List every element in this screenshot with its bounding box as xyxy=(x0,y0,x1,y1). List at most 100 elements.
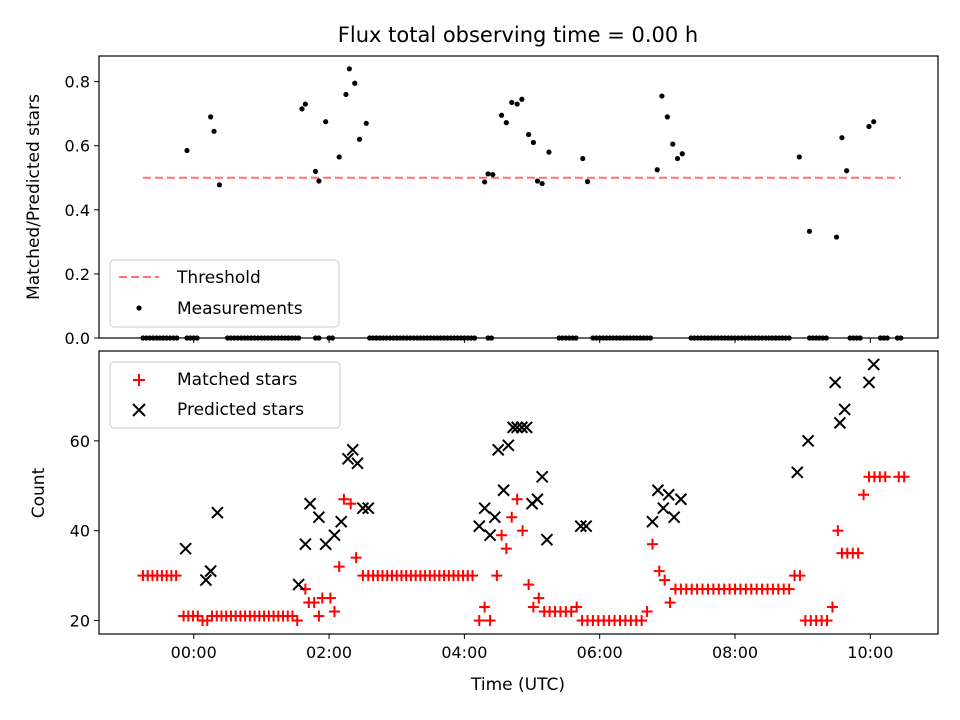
matched-point xyxy=(523,579,535,591)
measurement-point xyxy=(356,136,363,142)
predicted-point xyxy=(506,421,520,434)
predicted-point xyxy=(179,542,192,555)
predicted-point xyxy=(351,457,364,470)
measurement-point xyxy=(509,99,515,106)
measurement-point xyxy=(654,167,660,173)
predicted-point xyxy=(478,502,491,515)
measurement-point xyxy=(211,128,217,134)
matched-point xyxy=(879,471,891,483)
matched-point xyxy=(664,597,676,609)
measurement-point xyxy=(659,93,665,99)
measurement-point xyxy=(844,168,850,174)
matched-point xyxy=(636,615,648,627)
measurement-point xyxy=(343,91,349,98)
count-y-axis-label: Count xyxy=(29,467,49,518)
measurement-point xyxy=(530,139,536,146)
matched-point xyxy=(491,570,503,582)
measurement-point xyxy=(485,171,491,177)
predicted-point xyxy=(473,519,486,533)
measurement-point xyxy=(498,112,505,118)
matched-point xyxy=(832,525,844,537)
matched-point xyxy=(527,601,539,613)
matched-point xyxy=(506,511,518,523)
measurement-point xyxy=(208,114,214,120)
measurement-point xyxy=(546,149,552,155)
count-y-tick-label: 40 xyxy=(70,522,90,541)
count-panel: 20 40 60 00:00 02:00 04:00 06:00 08:00 10:00 Co… xyxy=(29,350,939,695)
predicted-point xyxy=(531,493,544,506)
predicted-point xyxy=(312,510,326,524)
ratio-legend: Threshold Measurements xyxy=(109,259,340,328)
measurement-point xyxy=(323,119,329,125)
measurement-point xyxy=(519,96,525,102)
matched-point xyxy=(484,615,496,627)
predicted-point xyxy=(535,470,549,483)
ratio-y-ticks: 0.0 0.2 0.4 0.6 0.8 xyxy=(65,73,99,348)
count-x-tick-label: 02:00 xyxy=(306,643,352,662)
matched-point xyxy=(517,525,529,537)
predicted-point xyxy=(791,466,804,479)
matched-point xyxy=(898,471,910,483)
matched-point xyxy=(324,592,336,604)
predicted-point xyxy=(674,493,688,506)
legend-matched-swatch xyxy=(133,374,145,386)
ratio-y-tick-label: 0.4 xyxy=(65,201,90,220)
measurement-point xyxy=(796,154,802,160)
count-panel-frame xyxy=(98,350,939,635)
predicted-point xyxy=(346,443,359,457)
predicted-point xyxy=(211,506,224,519)
measurement-point xyxy=(679,151,685,157)
matched-point xyxy=(646,538,658,550)
predicted-point xyxy=(867,358,880,371)
matched-point xyxy=(473,615,485,627)
matched-point xyxy=(308,597,320,609)
x-axis-label: Time (UTC) xyxy=(470,675,565,695)
matched-point xyxy=(466,570,478,582)
count-y-ticks: 20 40 60 xyxy=(70,432,99,631)
predicted-point xyxy=(520,421,533,434)
matched-point xyxy=(500,543,512,555)
matched-point xyxy=(328,606,340,618)
count-x-tick-label: 08:00 xyxy=(712,643,758,662)
predicted-point xyxy=(292,578,305,591)
legend-matched-label: Matched stars xyxy=(177,370,297,390)
measurement-point xyxy=(299,106,305,112)
predicted-point xyxy=(662,488,675,501)
predicted-point xyxy=(491,443,505,457)
matched-point xyxy=(345,498,357,510)
count-x-tick-label: 10:00 xyxy=(847,643,893,662)
ratio-panel: 0.00.20.40.60.8 Matched/Predicted stars … xyxy=(24,55,939,348)
predicted-point xyxy=(341,452,355,466)
matched-point xyxy=(858,489,870,501)
measurement-point xyxy=(674,155,681,162)
predicted-point xyxy=(838,403,851,416)
predicted-point xyxy=(510,421,524,434)
ratio-y-tick-label: 0.8 xyxy=(65,73,90,92)
matched-point xyxy=(333,561,345,573)
measurement-point xyxy=(216,182,223,188)
predicted-point xyxy=(579,519,593,533)
predicted-point xyxy=(801,434,815,448)
measurement-point xyxy=(806,228,813,234)
measurement-point xyxy=(490,171,496,178)
legend-predicted-label: Predicted stars xyxy=(177,400,304,420)
count-x-ticks: 00:00 02:00 04:00 06:00 08:00 10:00 xyxy=(171,634,893,662)
matched-point xyxy=(533,592,545,604)
predicted-point xyxy=(651,484,665,497)
ratio-y-tick-label: 0.0 xyxy=(65,329,90,348)
ratio-y-tick-label: 0.6 xyxy=(65,137,90,156)
matched-point xyxy=(479,601,491,613)
legend-predicted-swatch xyxy=(132,403,146,417)
predicted-point xyxy=(646,515,659,528)
measurement-point xyxy=(866,123,872,130)
matched-point xyxy=(511,493,523,505)
ratio-legend-box xyxy=(109,259,340,328)
predicted-point xyxy=(199,573,213,587)
count-legend-box xyxy=(109,361,341,429)
legend-measurement-label: Measurements xyxy=(177,299,303,319)
predicted-points xyxy=(179,358,880,591)
measurement-point xyxy=(346,66,352,72)
predicted-point xyxy=(540,533,554,546)
legend-threshold-label: Threshold xyxy=(176,268,261,288)
matched-point xyxy=(313,610,325,622)
